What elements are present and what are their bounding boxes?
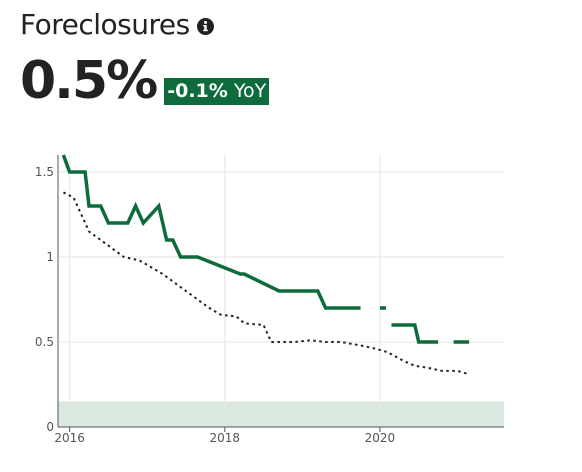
info-icon[interactable]	[196, 18, 214, 35]
yoy-change-suffix: YoY	[233, 80, 267, 102]
x-tick-label: 2018	[209, 431, 240, 445]
metric-value: 0.5%	[20, 51, 158, 111]
page-title: Foreclosures	[20, 8, 190, 41]
yoy-change-badge: -0.1% YoY	[164, 78, 270, 105]
y-tick-label: 0.5	[35, 335, 54, 349]
yoy-change-value: -0.1%	[167, 80, 228, 102]
series-line-primary	[61, 154, 470, 344]
y-tick-label: 1	[46, 250, 54, 264]
x-tick-label: 2016	[54, 431, 85, 445]
metric-row: 0.5% -0.1% YoY	[20, 51, 270, 111]
title-row: Foreclosures	[20, 8, 214, 41]
x-tick-label: 2020	[365, 431, 396, 445]
y-tick-label: 1.5	[35, 165, 54, 179]
shaded-band	[58, 401, 504, 427]
y-tick-label: 0	[46, 420, 54, 434]
